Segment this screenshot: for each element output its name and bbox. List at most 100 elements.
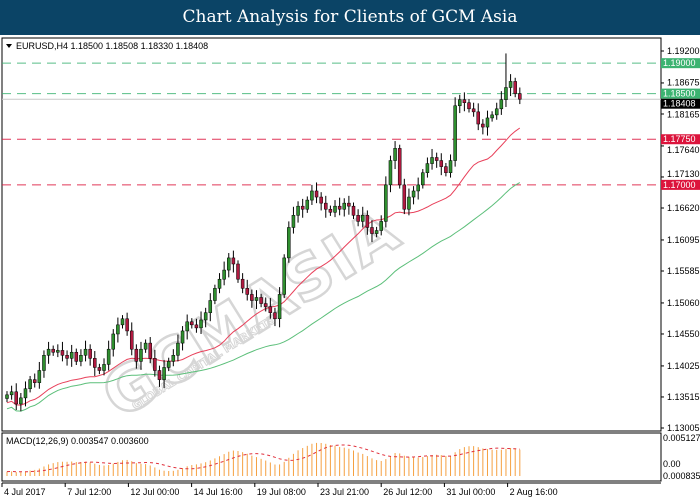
candle-body <box>180 330 185 344</box>
candle-body <box>430 157 434 164</box>
candle-body <box>5 394 9 399</box>
candle-body <box>203 312 208 321</box>
candle-body <box>499 99 504 110</box>
candle-body <box>291 215 296 228</box>
x-tick-label: 31 Jul 00:00 <box>446 487 495 497</box>
candle-body <box>199 319 203 329</box>
x-tick-label: 26 Jul 12:00 <box>383 487 432 497</box>
macd-tick-label: 0.000835 <box>663 471 700 481</box>
y-tick-label: 1.15585 <box>667 266 700 276</box>
candle-body <box>106 348 111 365</box>
candle-body <box>231 257 236 265</box>
y-tick-label: 1.13515 <box>667 392 700 402</box>
candle-body <box>171 355 176 362</box>
level-label: 1.17000 <box>663 180 696 190</box>
candle-body <box>93 358 97 368</box>
candle-body <box>263 303 268 307</box>
candle-body <box>347 202 351 207</box>
candle-body <box>421 172 425 186</box>
candle-body <box>139 348 143 362</box>
x-tick-label: 4 Jul 2017 <box>4 487 46 497</box>
level-label: 1.18500 <box>663 89 696 99</box>
candle-body <box>471 108 476 113</box>
collapse-triangle-icon[interactable] <box>6 44 12 48</box>
candle-body <box>120 318 125 326</box>
candle-body <box>314 190 319 198</box>
candle-body <box>462 99 467 103</box>
candle-body <box>393 148 397 161</box>
x-tick-label: 12 Jul 00:00 <box>130 487 179 497</box>
x-tick-label: 23 Jul 21:00 <box>320 487 369 497</box>
candle-body <box>32 379 37 383</box>
candle-body <box>476 111 480 125</box>
candle-body <box>208 300 213 313</box>
candle-body <box>458 99 462 107</box>
macd-tick-label: 0.005127 <box>663 433 700 443</box>
candle-body <box>504 87 508 100</box>
current-price-label-bg <box>661 98 700 109</box>
candle-body <box>162 367 166 380</box>
candle-body <box>379 221 383 231</box>
y-tick-label: 1.18675 <box>667 78 700 88</box>
candle-body <box>46 348 51 356</box>
candle-body <box>444 166 448 173</box>
candle-body <box>467 102 471 110</box>
candle-body <box>259 297 263 304</box>
level-label: 1.17750 <box>663 134 696 144</box>
candle-body <box>310 190 314 201</box>
candle-body <box>157 370 162 380</box>
y-tick-label: 1.17130 <box>667 169 700 179</box>
candle-body <box>19 397 23 405</box>
candle-body <box>60 350 65 356</box>
candle-body <box>56 350 60 353</box>
candle-body <box>42 355 46 371</box>
candle-body <box>254 297 259 301</box>
page-title: Chart Analysis for Clients of GCM Asia <box>0 0 700 35</box>
y-tick-label: 1.17640 <box>667 145 700 155</box>
candle-body <box>388 160 393 186</box>
candle-body <box>324 202 328 210</box>
candle-body <box>518 93 522 100</box>
candle-body <box>481 123 485 128</box>
level-label: 1.19000 <box>663 58 696 68</box>
candle-body <box>448 160 453 173</box>
candle-body <box>240 278 245 289</box>
main-plot-frame <box>1 37 662 432</box>
y-tick-label: 1.19200 <box>667 46 700 56</box>
candle-body <box>356 215 360 222</box>
y-tick-label: 1.15060 <box>667 298 700 308</box>
y-tick-label: 1.18165 <box>667 110 700 120</box>
candle-body <box>129 330 134 350</box>
candle-body <box>273 312 277 320</box>
candle-body <box>453 105 457 161</box>
y-tick-label: 1.14550 <box>667 329 700 339</box>
candle-body <box>333 205 337 213</box>
y-tick-label: 1.16095 <box>667 235 700 245</box>
x-tick-label: 19 Jul 08:00 <box>257 487 306 497</box>
candle-body <box>134 348 139 362</box>
candle-body <box>83 348 88 356</box>
y-tick-label: 1.14025 <box>667 361 700 371</box>
candle-body <box>14 391 18 405</box>
candle-body <box>282 257 286 295</box>
y-tick-label: 1.13005 <box>667 423 700 433</box>
candle-body <box>342 202 347 210</box>
candle-body <box>245 288 249 295</box>
candle-body <box>365 215 370 228</box>
candle-body <box>351 205 356 216</box>
candle-body <box>319 196 323 204</box>
candle-body <box>485 117 490 128</box>
candle-body <box>236 263 240 280</box>
candle-body <box>277 294 282 320</box>
candle-body <box>494 108 499 116</box>
current-price-label: 1.18408 <box>663 99 696 109</box>
candle-body <box>508 81 513 88</box>
ma-fast-line <box>6 127 521 406</box>
level-label-bg <box>661 58 700 69</box>
candle-body <box>213 288 217 301</box>
macd-header: MACD(12,26,9) 0.003547 0.003600 <box>6 436 149 446</box>
candle-body <box>148 342 152 359</box>
level-label-bg <box>661 179 700 190</box>
candle-body <box>37 370 42 383</box>
